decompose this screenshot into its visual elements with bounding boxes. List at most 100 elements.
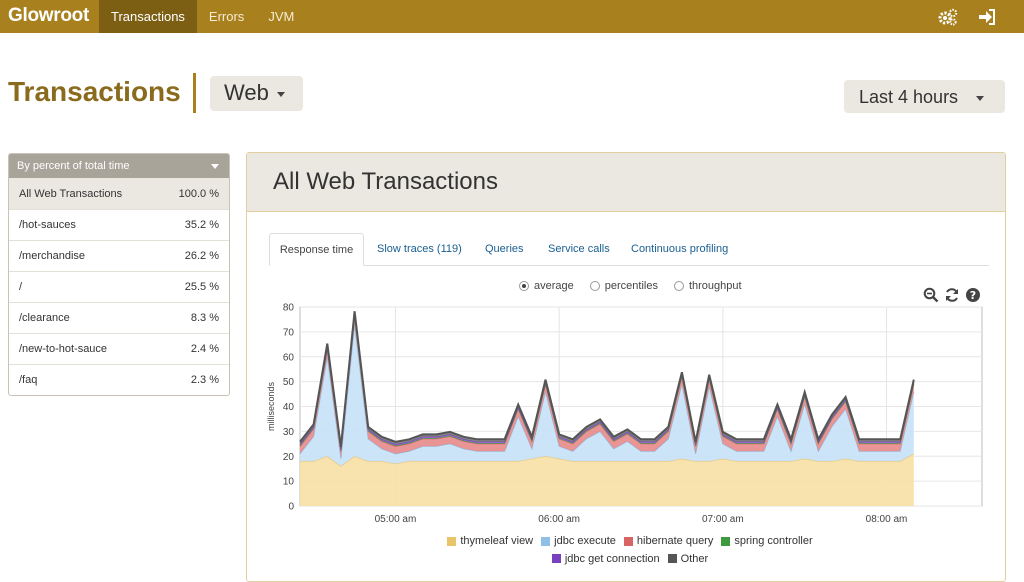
nav-jvm[interactable]: JVM xyxy=(268,9,295,24)
transaction-name: /hot-sauces xyxy=(19,219,76,231)
transaction-percent: 25.5 % xyxy=(184,281,219,293)
brand-logo[interactable]: Glowroot xyxy=(8,5,89,26)
transaction-percent: 100.0 % xyxy=(178,187,219,200)
legend-item: hibernate query xyxy=(623,533,714,549)
legend-label: hibernate query xyxy=(636,535,714,547)
radio-button[interactable] xyxy=(589,281,600,291)
transaction-name: /faq xyxy=(19,374,38,386)
response-time-chart[interactable]: 0 10 20 30 40 50 60 70 80 05:00 am 06:00 am 07:00 a… xyxy=(247,153,1007,533)
y-axis-label: milliseconds xyxy=(266,381,276,431)
radio-button[interactable] xyxy=(673,281,684,291)
radio-label: average xyxy=(534,280,574,292)
transaction-name: All Web Transactions xyxy=(19,187,123,200)
y-tick-label: 30 xyxy=(283,427,295,438)
tab-slow-traces[interactable]: Slow traces (119) xyxy=(377,243,462,255)
tab-queries[interactable]: Queries xyxy=(485,243,524,255)
legend-item: Other xyxy=(667,551,709,567)
time-range-dropdown[interactable]: Last 4 hours xyxy=(844,80,1005,113)
x-tick-label: 05:00 am xyxy=(375,514,417,525)
page-title: Transactions xyxy=(8,76,181,107)
list-item[interactable]: / 25.5 % xyxy=(9,271,229,302)
transaction-name: /new-to-hot-sauce xyxy=(19,343,108,355)
legend-swatch xyxy=(623,536,633,546)
transaction-name: / xyxy=(19,281,23,293)
tab-response-time[interactable]: Response time xyxy=(269,233,364,266)
legend-swatch xyxy=(721,536,731,546)
transaction-list: By percent of total time All Web Transac… xyxy=(8,153,230,396)
title-divider xyxy=(193,73,196,113)
transaction-type-dropdown[interactable]: Web xyxy=(210,76,303,111)
sort-label: By percent of total time xyxy=(17,160,130,172)
legend-item: jdbc execute xyxy=(541,533,616,549)
legend-item: spring controller xyxy=(721,533,813,549)
transaction-percent: 8.3 % xyxy=(190,312,219,324)
transaction-percent: 26.2 % xyxy=(184,250,219,262)
list-item[interactable]: /merchandise 26.2 % xyxy=(9,240,229,271)
zoom-out-icon[interactable] xyxy=(923,287,939,303)
transaction-panel: All Web Transactions Response time Slow … xyxy=(246,152,1006,582)
radio-label: percentiles xyxy=(604,280,658,292)
view-mode-radios: average percentiles throughput xyxy=(519,280,742,292)
radio-label: throughput xyxy=(688,280,742,292)
y-tick-label: 0 xyxy=(288,502,294,513)
legend-swatch xyxy=(541,536,551,546)
chart-toolbar: ? xyxy=(923,287,981,303)
series-area-thymeleaf-view xyxy=(300,453,914,506)
tab-continuous-profiling[interactable]: Continuous profiling xyxy=(631,243,729,255)
sort-dropdown[interactable]: By percent of total time xyxy=(9,154,229,178)
sign-out-icon[interactable] xyxy=(978,8,996,25)
nav-errors[interactable]: Errors xyxy=(208,9,245,24)
series-line-other xyxy=(299,311,915,447)
y-tick-label: 20 xyxy=(283,452,295,463)
transaction-percent: 35.2 % xyxy=(184,219,219,231)
refresh-icon[interactable] xyxy=(944,287,960,303)
radio-button[interactable] xyxy=(519,281,529,291)
series-area-jdbc-execute xyxy=(300,324,914,467)
x-tick-label: 08:00 am xyxy=(866,514,908,525)
tab-service-calls[interactable]: Service calls xyxy=(548,243,610,255)
y-tick-label: 70 xyxy=(283,327,295,338)
list-item[interactable]: All Web Transactions 100.0 % xyxy=(9,178,229,209)
y-tick-label: 10 xyxy=(283,477,295,488)
chevron-down-icon xyxy=(976,95,985,101)
list-item[interactable]: /faq 2.3 % xyxy=(9,364,229,395)
svg-text:?: ? xyxy=(970,289,976,302)
chart-legend: thymeleaf view jdbc execute hibernate quer… xyxy=(440,533,820,568)
chevron-down-icon xyxy=(276,91,285,97)
top-navbar: Glowroot Transactions Errors JVM xyxy=(0,0,1024,33)
panel-title: All Web Transactions xyxy=(247,153,1005,212)
legend-swatch xyxy=(447,536,457,546)
legend-label: thymeleaf view xyxy=(460,535,534,547)
y-tick-label: 40 xyxy=(283,402,295,413)
transaction-type-value: Web xyxy=(224,80,269,105)
radio-throughput[interactable]: throughput xyxy=(673,280,742,292)
transaction-name: /merchandise xyxy=(19,250,86,262)
legend-label: jdbc get connection xyxy=(564,552,660,565)
legend-swatch xyxy=(667,554,677,563)
time-range-value: Last 4 hours xyxy=(859,87,959,107)
transaction-percent: 2.3 % xyxy=(190,374,219,386)
y-tick-label: 80 xyxy=(283,303,295,314)
transaction-name: /clearance xyxy=(19,312,70,324)
help-icon[interactable]: ? xyxy=(965,287,981,303)
tab-bar: Response time Slow traces (119) Queries … xyxy=(269,233,989,266)
y-tick-label: 50 xyxy=(283,377,295,388)
radio-percentiles[interactable]: percentiles xyxy=(589,280,658,292)
transaction-percent: 2.4 % xyxy=(190,343,219,355)
x-tick-label: 06:00 am xyxy=(538,514,580,525)
gears-icon[interactable] xyxy=(938,8,958,26)
legend-label: jdbc execute xyxy=(554,535,616,547)
legend-swatch xyxy=(551,554,561,563)
list-item[interactable]: /new-to-hot-sauce 2.4 % xyxy=(9,333,229,364)
chevron-down-icon xyxy=(211,164,219,169)
legend-label: spring controller xyxy=(734,535,813,547)
y-tick-label: 60 xyxy=(283,352,295,363)
nav-transactions[interactable]: Transactions xyxy=(98,0,197,33)
x-tick-label: 07:00 am xyxy=(702,514,744,525)
legend-item: thymeleaf view xyxy=(447,533,533,549)
radio-average[interactable]: average xyxy=(519,280,574,292)
list-item[interactable]: /hot-sauces 35.2 % xyxy=(9,209,229,240)
list-item[interactable]: /clearance 8.3 % xyxy=(9,302,229,333)
legend-item: jdbc get connection xyxy=(551,551,660,567)
legend-label: Other xyxy=(680,552,709,565)
